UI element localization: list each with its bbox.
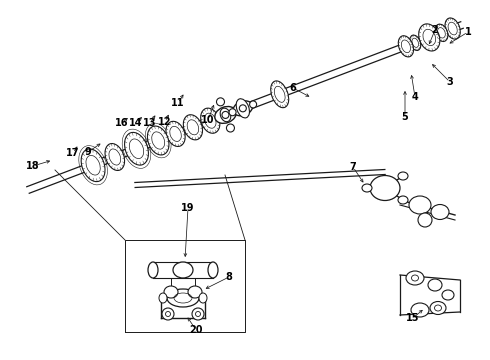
Ellipse shape — [196, 311, 200, 316]
Ellipse shape — [164, 286, 178, 298]
Text: 7: 7 — [350, 162, 356, 172]
Ellipse shape — [233, 101, 252, 116]
Ellipse shape — [435, 305, 441, 311]
Ellipse shape — [418, 24, 440, 51]
Ellipse shape — [409, 196, 431, 214]
Ellipse shape — [362, 184, 372, 192]
Text: 2: 2 — [432, 25, 439, 35]
Ellipse shape — [183, 115, 202, 140]
Ellipse shape — [418, 213, 432, 227]
Ellipse shape — [398, 172, 408, 180]
Ellipse shape — [162, 308, 174, 320]
Ellipse shape — [398, 196, 408, 204]
Text: 14: 14 — [129, 118, 143, 128]
Text: 8: 8 — [225, 272, 232, 282]
Text: 19: 19 — [181, 203, 195, 213]
Text: 15: 15 — [406, 313, 420, 323]
Ellipse shape — [188, 286, 202, 298]
Ellipse shape — [428, 279, 442, 291]
Ellipse shape — [431, 204, 449, 220]
Ellipse shape — [435, 24, 448, 41]
Text: 11: 11 — [171, 98, 185, 108]
Ellipse shape — [105, 144, 124, 171]
Ellipse shape — [201, 108, 220, 133]
Ellipse shape — [147, 126, 169, 155]
Text: 17: 17 — [66, 148, 80, 158]
Ellipse shape — [406, 271, 424, 285]
Text: 18: 18 — [26, 161, 40, 171]
Ellipse shape — [411, 303, 429, 317]
Text: 4: 4 — [412, 92, 418, 102]
Ellipse shape — [236, 99, 249, 118]
Text: 13: 13 — [143, 118, 157, 128]
Text: 20: 20 — [189, 325, 203, 335]
Text: 16: 16 — [115, 118, 129, 128]
Ellipse shape — [412, 275, 418, 281]
Ellipse shape — [192, 308, 204, 320]
Ellipse shape — [249, 101, 257, 108]
Ellipse shape — [226, 124, 234, 132]
Text: 1: 1 — [465, 27, 471, 37]
Ellipse shape — [215, 107, 236, 123]
Ellipse shape — [398, 36, 414, 57]
Ellipse shape — [445, 18, 460, 39]
Ellipse shape — [370, 175, 400, 201]
Text: 10: 10 — [201, 115, 215, 125]
Text: 12: 12 — [158, 117, 172, 127]
Text: 5: 5 — [402, 112, 408, 122]
Ellipse shape — [199, 293, 207, 303]
Ellipse shape — [124, 132, 148, 165]
Ellipse shape — [222, 112, 229, 118]
Ellipse shape — [229, 109, 236, 116]
Ellipse shape — [208, 262, 218, 278]
Text: 6: 6 — [290, 83, 296, 93]
Ellipse shape — [430, 302, 446, 315]
Ellipse shape — [410, 35, 421, 50]
Ellipse shape — [442, 290, 454, 300]
Ellipse shape — [81, 149, 105, 181]
Ellipse shape — [271, 81, 289, 108]
Ellipse shape — [239, 105, 246, 112]
Ellipse shape — [173, 262, 193, 278]
Ellipse shape — [159, 293, 167, 303]
Ellipse shape — [166, 121, 185, 147]
Ellipse shape — [217, 98, 224, 106]
Text: 9: 9 — [85, 147, 91, 157]
Ellipse shape — [167, 289, 199, 307]
Ellipse shape — [148, 262, 158, 278]
Ellipse shape — [220, 108, 231, 122]
Ellipse shape — [166, 311, 171, 316]
Text: 3: 3 — [446, 77, 453, 87]
